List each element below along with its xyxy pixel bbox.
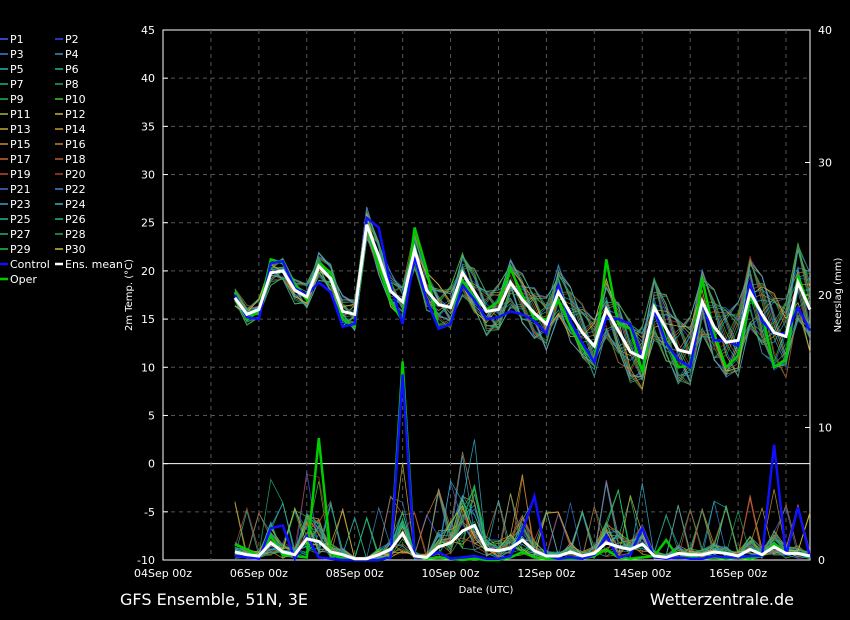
x-tick-label: 08Sep 00z: [326, 567, 384, 580]
legend-label: P28: [65, 228, 86, 241]
x-tick-label: 16Sep 00z: [709, 567, 767, 580]
y-tick-label: -5: [144, 506, 155, 519]
y2-tick-label: 40: [818, 24, 832, 37]
oper-temp-line: [233, 224, 812, 373]
y-tick-label: 25: [141, 217, 155, 230]
x-tick-label: 04Sep 00z: [134, 567, 192, 580]
x-axis-label: Date (UTC): [459, 585, 514, 596]
control-precip-line: [234, 374, 812, 562]
member-temp-line: [234, 207, 811, 378]
legend-label: P14: [65, 123, 86, 136]
y-tick-label: 20: [141, 265, 155, 278]
member-temp-line: [234, 206, 811, 378]
legend-label: P25: [10, 213, 31, 226]
legend-label: P16: [65, 138, 86, 151]
y-tick-label: 15: [141, 313, 155, 326]
legend-label: P1: [10, 33, 24, 46]
legend-label: P19: [10, 168, 31, 181]
legend-label: P30: [65, 243, 86, 256]
legend-label: P24: [65, 198, 86, 211]
legend-label: P17: [10, 153, 31, 166]
chart-title: Brugge (BE) 2m Temp. & Neerslag | Wed, 0…: [194, 3, 677, 22]
y-tick-label: 10: [141, 361, 155, 374]
footer-site-label: Wetterzentrale.de: [650, 590, 794, 609]
y2-tick-label: 20: [818, 289, 832, 302]
legend-label: Ens. mean: [65, 258, 123, 271]
legend-label: Oper: [10, 273, 37, 286]
legend-label: P2: [65, 33, 79, 46]
legend-label: P18: [65, 153, 86, 166]
member-temp-line: [234, 227, 811, 378]
legend-label: P27: [10, 228, 31, 241]
legend-label: P21: [10, 183, 31, 196]
legend-label: P12: [65, 108, 86, 121]
mean-temp-line: [233, 224, 812, 360]
legend-label: P7: [10, 78, 24, 91]
legend-label: P4: [65, 48, 79, 61]
mean-precip-line: [234, 523, 811, 561]
legend-label: P26: [65, 213, 86, 226]
y2-tick-label: 30: [818, 157, 832, 170]
legend-label: P15: [10, 138, 31, 151]
y-axis-label: 2m Temp. (°C): [124, 259, 135, 331]
y-tick-label: -10: [137, 554, 155, 567]
legend-label: P5: [10, 63, 24, 76]
control-temp-line: [233, 215, 812, 370]
legend-label: P22: [65, 183, 86, 196]
y2-axis-ticks: 40 30 20 10 0: [805, 24, 832, 567]
legend-label: P29: [10, 243, 31, 256]
legend-label: P10: [65, 93, 86, 106]
y2-tick-label: 10: [818, 422, 832, 435]
footer-model-label: GFS Ensemble, 51N, 3E: [120, 590, 308, 609]
x-tick-label: 14Sep 00z: [613, 567, 671, 580]
legend-label: P8: [65, 78, 79, 91]
y-tick-label: 0: [148, 458, 155, 471]
y2-tick-label: 0: [818, 554, 825, 567]
member-temp-line: [234, 216, 811, 367]
legend-label: P3: [10, 48, 24, 61]
x-axis-ticks: 04Sep 00z 06Sep 00z 08Sep 00z 10Sep 00z 12Se…: [134, 567, 767, 580]
y-tick-label: 45: [141, 24, 155, 37]
legend-label: P9: [10, 93, 24, 106]
x-tick-label: 12Sep 00z: [517, 567, 575, 580]
ensemble-member-lines: [234, 206, 811, 561]
x-tick-label: 06Sep 00z: [230, 567, 288, 580]
legend-label: P6: [65, 63, 79, 76]
legend-label: P23: [10, 198, 31, 211]
y2-axis-label: Neerslag (mm): [833, 257, 844, 332]
y-tick-label: 5: [148, 409, 155, 422]
y-tick-label: 35: [141, 120, 155, 133]
legend: P1 P2 P3 P4 P5 P6 P7 P8 P9 P10 P11 P12 P13 P14 P15 P16 P…: [0, 33, 123, 286]
legend-label: P20: [65, 168, 86, 181]
y-axis-ticks: 45 40 35 30 25 20 15 10 5 0 -5 -10: [137, 24, 168, 567]
legend-label: P13: [10, 123, 31, 136]
legend-label: Control: [10, 258, 50, 271]
y-tick-label: 40: [141, 72, 155, 85]
x-tick-label: 10Sep 00z: [422, 567, 480, 580]
legend-label: P11: [10, 108, 31, 121]
y-tick-label: 30: [141, 169, 155, 182]
main-series: [233, 215, 812, 562]
